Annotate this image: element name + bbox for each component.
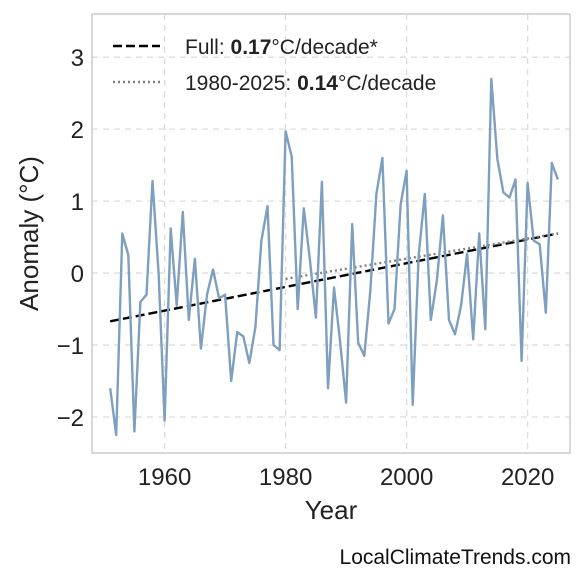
legend-recent-value: 0.14 — [297, 72, 338, 95]
y-tick-label: 1 — [71, 189, 84, 216]
x-tick-label: 2000 — [380, 464, 433, 491]
x-ticks: 1960 1980 2000 2020 — [138, 464, 554, 491]
legend-full-suffix: °C/decade* — [271, 36, 377, 59]
recent-trend-line — [285, 232, 559, 281]
y-tick-label: 2 — [71, 117, 84, 144]
legend-full-value: 0.17 — [231, 36, 272, 59]
legend-full-prefix: Full: — [185, 36, 231, 59]
y-tick-label: −2 — [57, 405, 84, 432]
legend-recent-prefix: 1980-2025: — [185, 72, 297, 95]
full-trend-line — [109, 232, 559, 323]
legend-entry-recent: 1980-2025: 0.14°C/decade — [185, 72, 436, 95]
legend-recent-suffix: °C/decade — [338, 72, 436, 95]
y-ticks: −2 −1 0 1 2 3 — [57, 45, 84, 432]
legend: Full: 0.17°C/decade* 1980-2025: 0.14°C/d… — [113, 36, 436, 95]
plot-frame — [91, 13, 571, 454]
y-tick-label: 0 — [71, 261, 84, 288]
y-tick-label: 3 — [71, 45, 84, 72]
data-series — [109, 77, 560, 437]
watermark: LocalClimateTrends.com — [339, 546, 571, 569]
x-tick-label: 1960 — [138, 464, 191, 491]
y-axis-label: Anomaly (°C) — [14, 156, 44, 311]
x-tick-label: 1980 — [259, 464, 312, 491]
legend-entry-full: Full: 0.17°C/decade* — [185, 36, 378, 59]
trend-lines — [109, 232, 559, 323]
x-axis-label: Year — [305, 495, 358, 525]
x-tick-label: 2020 — [501, 464, 554, 491]
y-tick-label: −1 — [57, 333, 84, 360]
anomaly-series-line — [109, 77, 560, 437]
